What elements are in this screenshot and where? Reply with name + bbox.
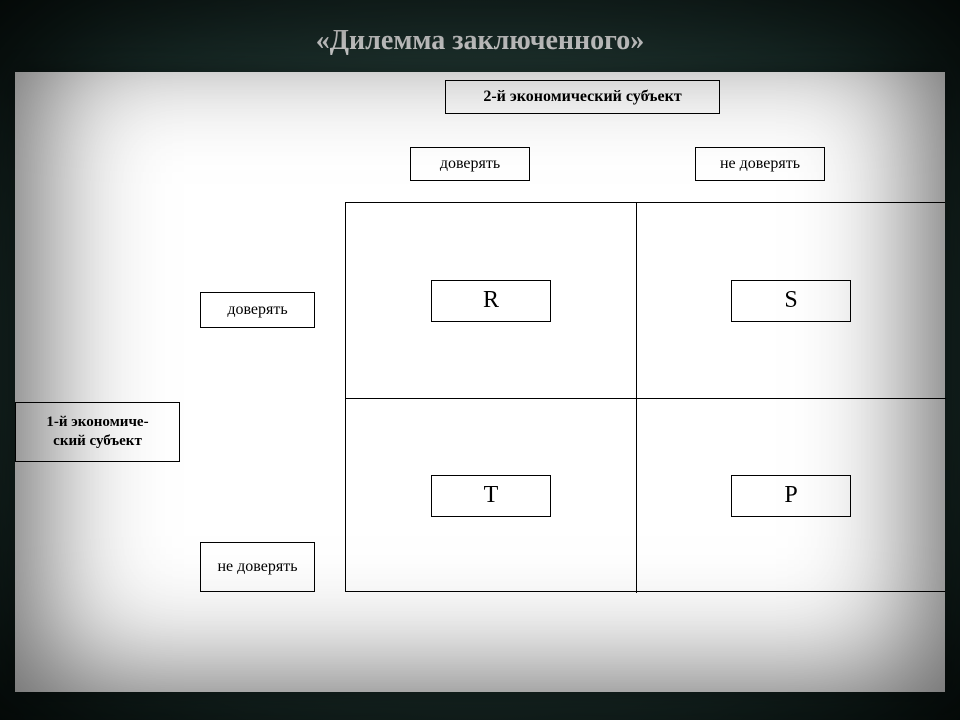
player1-option-trust: доверять: [200, 292, 315, 328]
payoff-grid: R S T P: [345, 202, 945, 592]
cell-p: P: [636, 398, 946, 593]
diagram-area: 2-й экономический субъект доверять не до…: [15, 72, 945, 692]
payoff-s: S: [731, 280, 851, 322]
cell-r: R: [346, 203, 636, 398]
cell-t: T: [346, 398, 636, 593]
page-title: «Дилемма заключенного»: [0, 0, 960, 72]
payoff-t: T: [431, 475, 551, 517]
cell-s: S: [636, 203, 946, 398]
player2-option-notrust: не доверять: [695, 147, 825, 181]
payoff-p: P: [731, 475, 851, 517]
player1-header: 1-й экономиче- ский субъект: [15, 402, 180, 462]
payoff-r: R: [431, 280, 551, 322]
player2-header: 2-й экономический субъект: [445, 80, 720, 114]
player2-option-trust: доверять: [410, 147, 530, 181]
player1-option-notrust: не доверять: [200, 542, 315, 592]
